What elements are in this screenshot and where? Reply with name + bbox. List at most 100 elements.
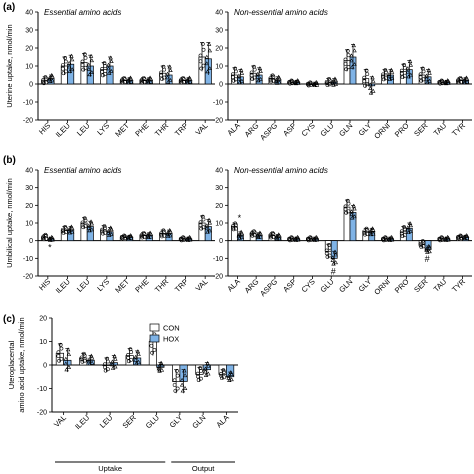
panel-b-nonessential-point-aspg-hox [277,236,282,241]
panel-b-essential-point-val-hox [204,226,210,231]
panel-a-essential-point-trp-hox [184,78,190,83]
panel-c-point-glu-hox [156,364,162,369]
panel-a-right-ytick-label: -20 [213,118,223,125]
panel-a-nonessential-point-arg-hox [255,74,260,79]
panel-b-nonessential-point-gln-hox [349,209,354,214]
panel-b-essential-point-phe-con [139,233,144,238]
panel-a-essential-point-leu-hox [88,53,94,58]
panel-a-nonessential-point-gly-hox [371,88,376,93]
panel-a-nonessential-point-pro-hox [408,72,414,77]
panel-a-right-ytick-label: 20 [215,46,223,53]
panel-b-essential-point-ileu-hox [66,227,72,232]
panel-b-right-ytick-label: 20 [215,203,223,210]
panel-b-essential-point-phe-hox [148,234,154,239]
panel-a-nonessential-point-ser-hox [427,70,432,75]
panel-a-essential-point-thr-hox [165,75,170,80]
panel-a-nonessential-xtick-label: ORNI [372,121,392,141]
panel-a-essential-point-met-hox [125,77,131,82]
panel-c-xtick-label: GLU [144,413,161,430]
panel-c-point-glu-hox [159,367,165,372]
panel-c-point-leu-con [105,356,110,361]
panel-a-left-ytick-label: 30 [25,28,33,35]
panel-a-essential-point-val-hox [205,69,210,74]
panel-c-point-ser-hox [133,357,138,362]
panel-a-essential-point-ileu-hox [66,60,72,65]
panel-a-nonessential-title: Non-essential amino acids [234,8,328,17]
panel-b-essential-point-thr-hox [167,228,172,232]
panel-b-nonessential-point-ala-con [230,224,235,229]
panel-a-essential-xtick-label: VAL [194,121,210,137]
panel-b-essential-point-his-hox [50,235,55,240]
panel-a-nonessential-point-aspg-hox [277,80,282,85]
panel-a-nonessential-point-cys-hox [314,79,319,84]
panel-b-nonessential-point-tau-hox [443,237,448,241]
panel-a-essential-point-ileu-hox [69,67,75,72]
panel-c-point-leu-hox [113,356,118,361]
panel-a-essential-point-ileu-hox [66,64,72,69]
panel-b-nonessential-point-glu-con [324,251,329,256]
panel-c-point-ala-hox [226,375,231,380]
panel-a-nonessential-point-pro-con [399,71,404,76]
panel-b-essential-point-lys-con [103,225,108,230]
panel-a-nonessential-point-tyr-hox [464,79,470,84]
panel-c-point-gly-con [172,383,177,387]
panel-a-nonessential-point-gly-hox [371,78,376,83]
panel-c-point-gly-con [175,368,179,373]
panel-b-essential-xtick-label: LYS [95,277,111,293]
panel-a-nonessential-point-glu-hox [330,79,335,84]
panel-b-nonessential-point-orni-hox [389,237,395,242]
panel-a-essential-point-leu-hox [89,58,95,63]
panel-b-nonessential-point-pro-con [399,231,404,236]
panel-c-point-ala-con [220,376,224,381]
panel-a-essential-point-leu-hox [86,62,92,67]
panel-a-nonessential-point-asp-hox [295,80,301,85]
panel-b-nonessential-point-glu-con [324,248,329,253]
panel-c-point-val-con [56,354,61,358]
panel-b-nonessential-point-cys-hox [311,237,317,241]
panel-b-nonessential-point-orni-hox [389,235,395,240]
panel-a-left-ytick-label: 20 [25,46,33,53]
panel-a-nonessential-point-gln-con [343,61,348,66]
panel-b-essential-point-val-hox [204,223,210,228]
panel-c-point-ileu-con [79,357,84,362]
panel-a-right-ytick-label: 0 [219,82,223,89]
panel-a-essential-point-lys-con [100,66,105,71]
panel-a-essential-point-trp-hox [187,75,192,80]
panel-a-nonessential-point-arg-con [252,64,256,69]
panel-c-xtick-label: ILEU [73,413,91,431]
panel-b-essential-point-trp-hox [187,235,193,240]
panel-b-nonessential-point-arg-hox [257,230,263,235]
panel-a-nonessential-point-gln-hox [352,62,357,67]
panel-b-nonessential-point-asp-hox [295,235,301,240]
panel-b-nonessential-point-gly-hox [370,226,375,231]
panel-c-point-ser-hox [136,359,141,364]
panel-b-essential-point-val-hox [206,217,212,222]
panel-b-essential-point-val-con [198,223,203,228]
panel-b-nonessential-point-pro-con [402,225,406,229]
panel-a-nonessential-point-orni-con [381,74,385,79]
panel-a-essential-point-val-con [198,53,203,58]
panel-b-left-ytick-label: 10 [25,221,33,228]
panel-b-nonessential-point-pro-hox [405,225,411,230]
panel-c-point-gln-con [196,371,200,376]
panel-b-nonessential-point-glu-hox [332,249,338,254]
panel-c-point-gly-hox [179,382,185,387]
panel-b-essential-xtick-label: VAL [194,277,210,293]
panel-a-nonessential-point-tau-hox [443,79,448,84]
panel-c-point-ser-hox [135,349,141,354]
panel-b-nonessential-xtick-label: PRO [393,277,411,295]
panel-b-nonessential-point-pro-con [400,234,405,238]
panel-c-point-val-con [57,358,62,363]
panel-a-essential-point-leu-hox [89,70,95,74]
panel-a-essential-point-leu-con [81,67,86,72]
panel-b-nonessential-point-tau-hox [443,236,448,241]
panel-b-nonessential-point-asp-hox [295,234,300,239]
panel-a-nonessential-xtick-label: GLU [318,121,335,138]
panel-a-nonessential-point-ser-hox [426,67,432,72]
panel-a-nonessential-point-gln-con [343,57,348,62]
panel-c-point-val-con [58,342,63,347]
panel-b-nonessential-point-pro-con [399,229,404,234]
panel-b-nonessential-point-glu-con [327,243,331,247]
panel-c-point-leu-con [103,365,107,370]
panel-b-nonessential-point-glu-hox [330,255,335,260]
